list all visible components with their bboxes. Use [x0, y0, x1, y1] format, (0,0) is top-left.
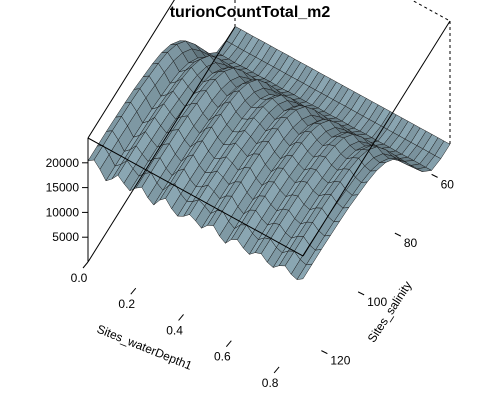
surface-mesh: [87, 25, 451, 280]
x-tick-label: 0.0: [71, 271, 88, 285]
y-tick: [431, 173, 438, 178]
x-tick-label: 0.2: [118, 297, 135, 311]
x-tick: [225, 340, 232, 347]
x-tick: [273, 366, 280, 374]
y-axis-label: Sites_salinity: [365, 279, 415, 345]
y-tick-label: 100: [367, 295, 387, 309]
y-tick: [321, 350, 328, 355]
y-tick-label: 120: [330, 354, 350, 368]
x-tick-label: 0.8: [262, 376, 279, 390]
z-tick-label: 10000: [46, 205, 80, 219]
bounding-box-back: [234, 0, 451, 145]
x-tick-label: 0.6: [214, 350, 231, 364]
box-edge: [87, 0, 175, 139]
x-tick: [130, 287, 137, 295]
y-tick-label: 80: [404, 236, 418, 250]
z-tick-label: 5000: [52, 230, 79, 244]
bounding-box-front: [87, 0, 451, 263]
y-tick: [357, 291, 365, 296]
box-edge: [410, 0, 451, 22]
box-edge: [87, 26, 236, 263]
y-tick: [394, 232, 402, 237]
surface-facet: [296, 263, 313, 280]
x-tick: [82, 261, 89, 269]
box-edge: [87, 137, 304, 257]
z-tick-label: 20000: [46, 156, 80, 170]
y-tick-label: 60: [441, 177, 455, 191]
z-tick-label: 15000: [46, 181, 80, 195]
x-tick: [178, 314, 184, 321]
x-tick-label: 0.4: [166, 323, 183, 337]
chart-title: turionCountTotal_m2: [170, 4, 331, 21]
box-edge: [302, 20, 451, 257]
axis-ticks: 0.0 0.2 0.4 0.6 0.8 60 80 100 120 5000 10000 15000 2…: [46, 156, 455, 390]
